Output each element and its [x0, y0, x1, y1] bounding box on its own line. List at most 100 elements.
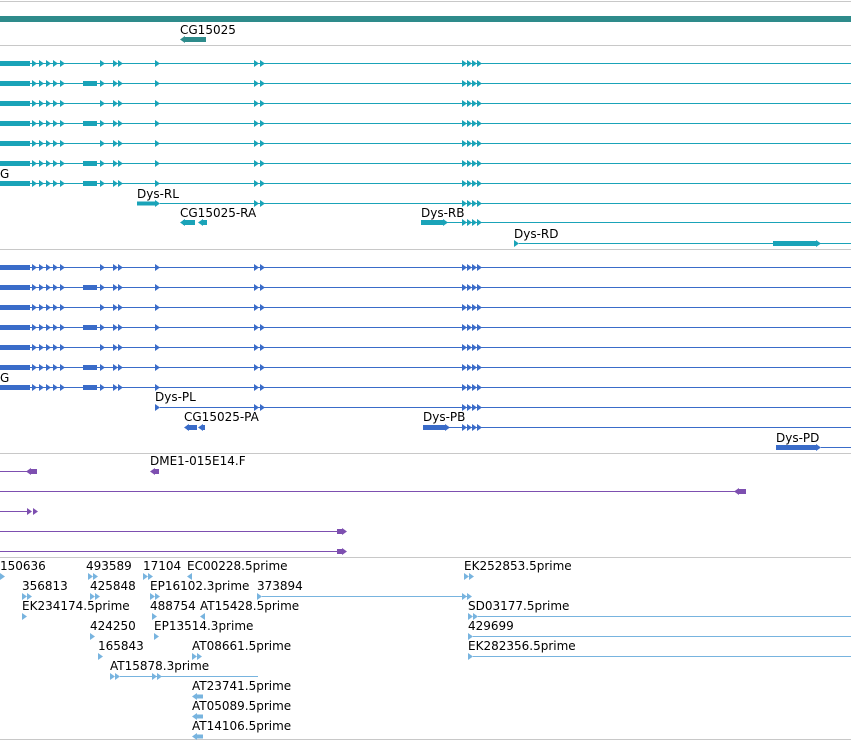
exon-arrow — [118, 160, 123, 167]
exon-block — [0, 81, 30, 86]
exon-arrow — [39, 364, 44, 371]
est-block — [197, 714, 203, 719]
exon-arrow — [467, 324, 472, 331]
exon-arrow — [472, 264, 477, 271]
exon-arrow — [260, 264, 265, 271]
est-label: AT08661.5prime — [192, 639, 291, 653]
exon-arrow — [514, 240, 519, 247]
exon-arrow — [60, 364, 65, 371]
exon-arrow — [60, 140, 65, 147]
exon-arrow — [53, 304, 58, 311]
exon-arrow — [467, 344, 472, 351]
exon-arrow — [462, 424, 467, 431]
exon-arrow — [113, 100, 118, 107]
exon-arrow — [32, 344, 37, 351]
transcript-cg15025-ra-label: CG15025-RA — [180, 206, 257, 220]
exon-arrow — [260, 404, 265, 411]
exon-arrow — [254, 140, 259, 147]
exon-arrow — [184, 424, 189, 431]
gene-cg15025-arrow — [180, 36, 185, 43]
exon-arrow — [118, 180, 123, 187]
est-block — [197, 694, 203, 699]
cdna-track: DME1-015E14.F — [0, 454, 746, 555]
gene-cg15025-feature[interactable] — [184, 37, 206, 42]
exon-arrow — [155, 264, 160, 271]
exon-block — [0, 305, 30, 310]
est-arrow — [150, 593, 155, 600]
cdna-arrow — [26, 468, 31, 475]
exon-arrow — [462, 120, 467, 127]
exon-arrow — [113, 140, 118, 147]
exon-arrow — [462, 344, 467, 351]
protein-dys-pl-label: Dys-PL — [155, 390, 196, 404]
est-arrow — [0, 573, 5, 580]
exon-arrow — [46, 304, 51, 311]
exon-arrow — [254, 344, 259, 351]
exon-arrow — [254, 160, 259, 167]
cdna-arrow — [27, 508, 32, 515]
exon-block — [83, 121, 97, 126]
exon-block — [0, 365, 30, 370]
exon-arrow — [60, 100, 65, 107]
est-arrow — [464, 573, 469, 580]
est-arrow — [154, 633, 159, 640]
exon-arrow — [113, 60, 118, 67]
exon-arrow — [46, 60, 51, 67]
est-label: AT15428.5prime — [200, 599, 299, 613]
est-arrow — [95, 593, 100, 600]
exon-arrow — [53, 60, 58, 67]
exon-arrow — [100, 160, 105, 167]
exon-arrow — [155, 180, 160, 187]
exon-arrow — [155, 140, 160, 147]
exon-block — [83, 365, 97, 370]
exon-arrow — [477, 100, 482, 107]
exon-arrow — [32, 80, 37, 87]
exon-arrow — [60, 304, 65, 311]
est-arrow — [192, 693, 197, 700]
exon-block — [83, 325, 97, 330]
transcript-dys-rd-glyph — [773, 241, 816, 246]
exon-arrow — [53, 264, 58, 271]
exon-arrow — [53, 180, 58, 187]
exon-arrow — [53, 284, 58, 291]
exon-arrow — [260, 60, 265, 67]
transcript-cg15025-ra-glyph — [183, 220, 195, 225]
exon-arrow — [467, 80, 472, 87]
exon-block — [0, 265, 30, 270]
est-label: 356813 — [22, 579, 68, 593]
exon-arrow — [32, 364, 37, 371]
exon-arrow — [477, 384, 482, 391]
exon-arrow — [260, 200, 265, 207]
exon-arrow — [816, 444, 821, 451]
est-arrow — [200, 613, 205, 620]
exon-block — [0, 161, 30, 166]
exon-arrow — [462, 284, 467, 291]
exon-arrow — [39, 160, 44, 167]
exon-arrow — [32, 284, 37, 291]
est-arrow — [192, 733, 197, 740]
exon-arrow — [113, 324, 118, 331]
est-label: 493589 — [86, 559, 132, 573]
exon-arrow — [467, 100, 472, 107]
exon-arrow — [472, 200, 477, 207]
exon-arrow — [32, 140, 37, 147]
protein-dys-pb-glyph — [423, 425, 445, 430]
gene-span-bar[interactable] — [0, 16, 851, 22]
gene-label: CG15025 — [180, 23, 236, 37]
exon-arrow — [100, 324, 105, 331]
exon-arrow — [467, 264, 472, 271]
exon-arrow — [60, 264, 65, 271]
exon-arrow — [477, 344, 482, 351]
exon-arrow — [113, 384, 118, 391]
cdna-block — [738, 489, 746, 494]
exon-arrow — [816, 240, 821, 247]
exon-arrow — [113, 180, 118, 187]
exon-arrow — [46, 324, 51, 331]
exon-arrow — [472, 180, 477, 187]
exon-arrow — [254, 80, 259, 87]
exon-arrow — [39, 60, 44, 67]
protein-dys-pb-label: Dys-PB — [423, 410, 465, 424]
exon-arrow — [462, 140, 467, 147]
